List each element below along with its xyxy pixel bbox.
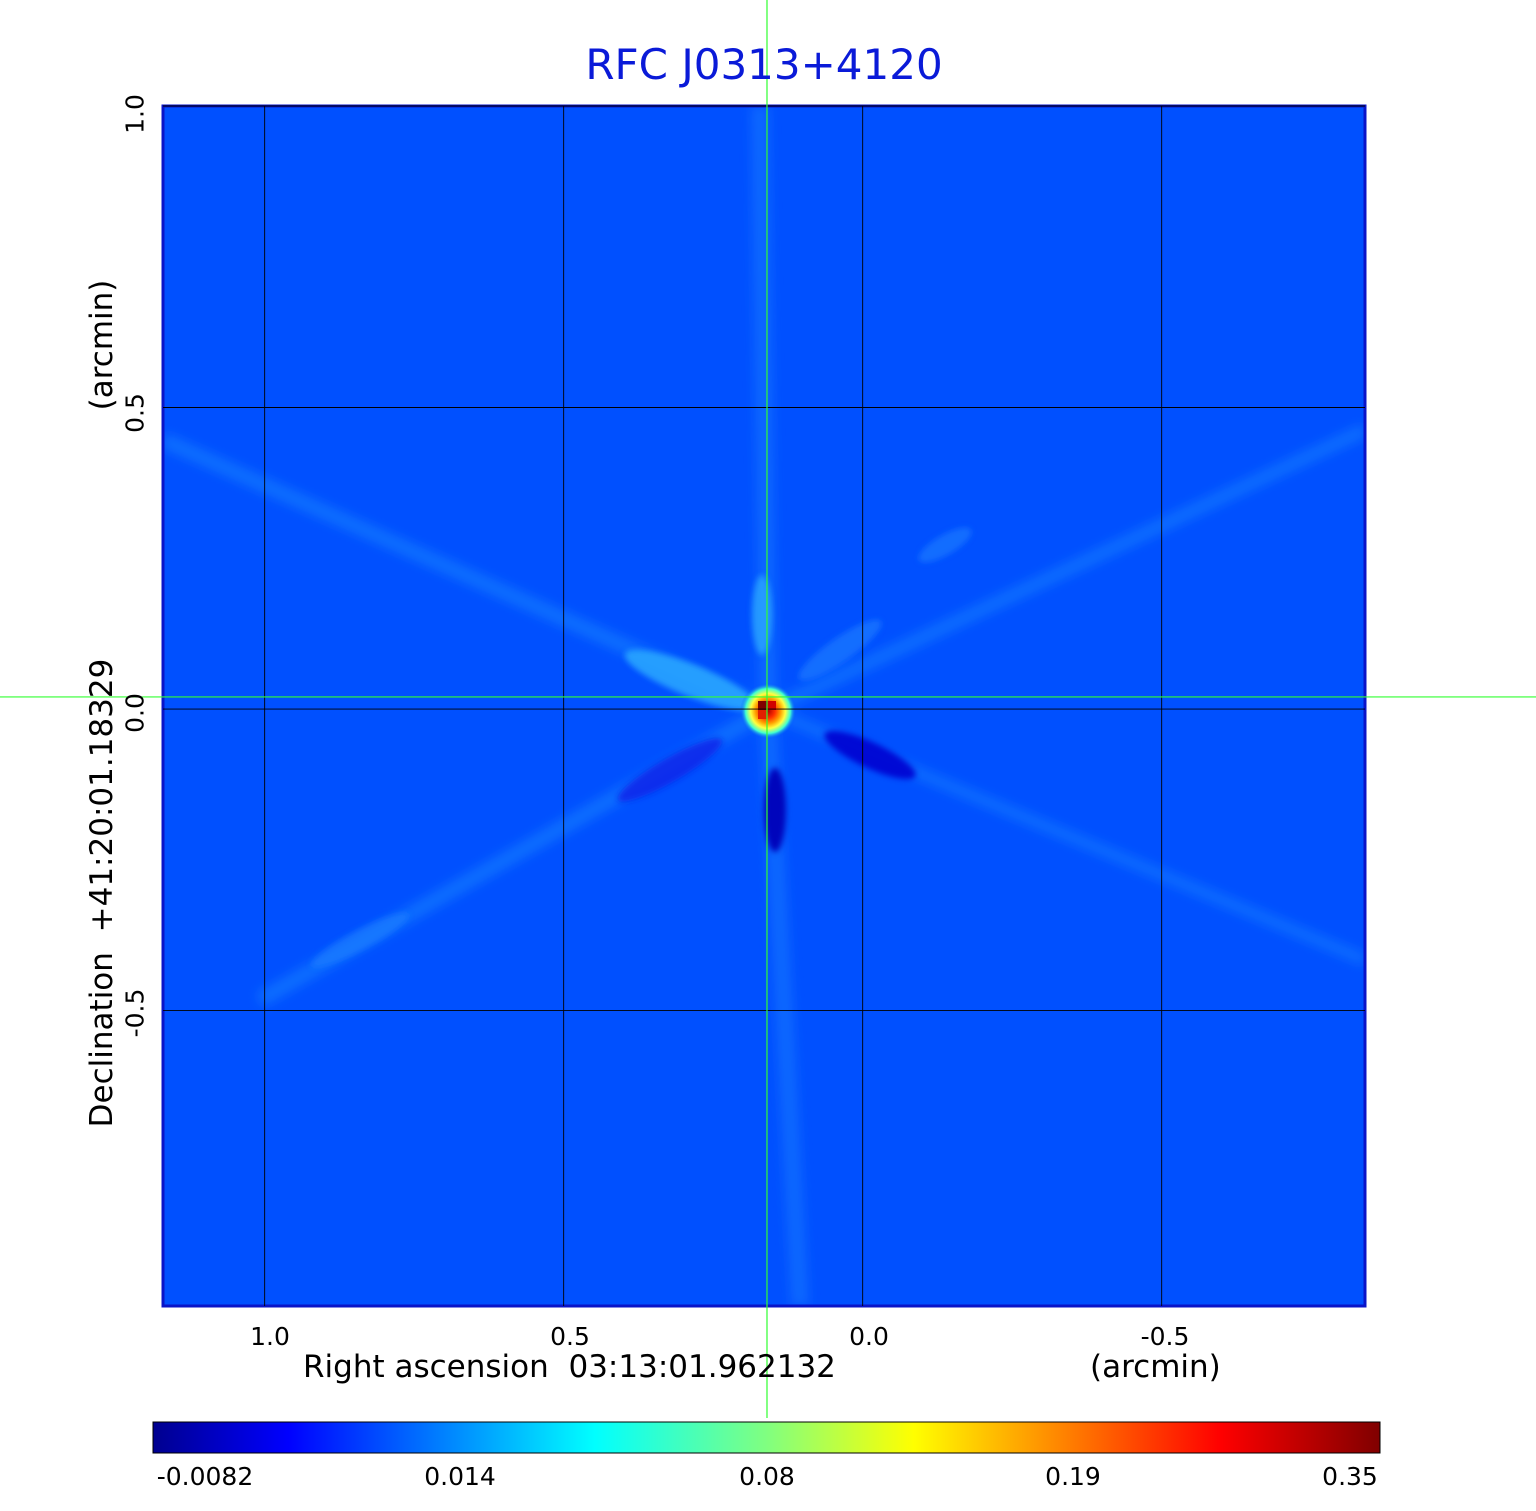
y-tick-label: -0.5 — [120, 988, 150, 1038]
y-tick-label: 1.0 — [120, 94, 150, 134]
colorbar-tick-label: 0.014 — [424, 1462, 496, 1491]
x-tick-label: 0.0 — [849, 1322, 889, 1351]
chart-title: RFC J0313+4120 — [585, 40, 943, 89]
colorbar-tick-label: -0.0082 — [156, 1462, 254, 1491]
colorbar-tick-label: 0.19 — [1045, 1462, 1101, 1491]
y-tick-label: 0.5 — [120, 393, 150, 433]
y-tick-label: 0.0 — [120, 693, 150, 733]
colorbar-tick-label: 0.35 — [1322, 1462, 1378, 1491]
colorbar-tick-label: 0.08 — [739, 1462, 795, 1491]
y-axis-unit: (arcmin) — [84, 279, 120, 411]
grid — [163, 105, 1365, 1306]
x-tick-label: -0.5 — [1140, 1322, 1190, 1351]
y-axis-label: Declination +41:20:01.18329 — [84, 658, 120, 1128]
colorbar — [152, 1421, 1381, 1454]
x-tick-label: 1.0 — [250, 1322, 290, 1351]
x-axis-label: Right ascension 03:13:01.962132 — [303, 1349, 836, 1385]
x-tick-label: 0.5 — [550, 1322, 590, 1351]
x-axis-unit: (arcmin) — [1090, 1349, 1221, 1385]
crosshair — [0, 0, 1536, 1418]
source-peak — [740, 683, 796, 739]
